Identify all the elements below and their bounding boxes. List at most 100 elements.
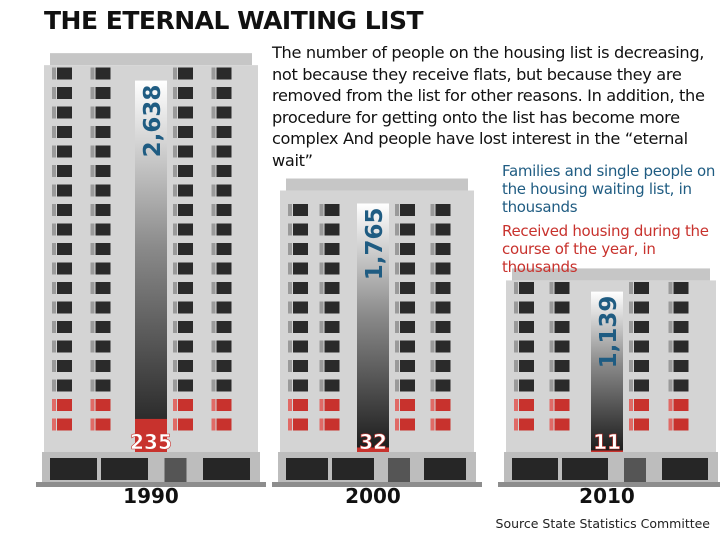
window <box>95 379 111 392</box>
window <box>95 418 111 431</box>
window-frame <box>173 321 177 333</box>
window-frame <box>549 418 554 431</box>
window <box>324 399 340 411</box>
window-frame <box>319 301 324 314</box>
window-frame <box>211 87 216 99</box>
window <box>400 223 415 236</box>
window <box>324 340 340 353</box>
window-frame <box>288 418 292 431</box>
window-frame <box>52 379 56 392</box>
window <box>95 126 111 138</box>
window-frame <box>211 243 216 255</box>
foundation <box>36 482 266 487</box>
window-frame <box>288 262 292 275</box>
window-frame <box>395 301 399 314</box>
window <box>554 379 570 392</box>
window-frame <box>173 145 177 158</box>
label-received-1990: 235 <box>130 430 172 454</box>
window-frame <box>319 282 324 294</box>
window-frame <box>52 301 56 314</box>
window-frame <box>288 204 292 216</box>
shop-window <box>50 458 97 480</box>
window-frame <box>288 301 292 314</box>
window <box>519 379 534 392</box>
window-frame <box>90 379 95 392</box>
window-frame <box>52 399 56 411</box>
window-frame <box>211 360 216 372</box>
window <box>400 243 415 255</box>
window-frame <box>211 418 216 431</box>
source-note: Source State Statistics Committee <box>495 516 710 531</box>
window <box>519 340 534 353</box>
window-frame <box>395 262 399 275</box>
window-frame <box>52 262 56 275</box>
window <box>178 204 193 216</box>
window <box>519 301 534 314</box>
window-frame <box>90 340 95 353</box>
window-frame <box>52 204 56 216</box>
window <box>57 67 72 80</box>
window <box>634 418 649 431</box>
window <box>178 340 193 353</box>
entrance-door <box>164 458 187 482</box>
window <box>178 399 193 411</box>
window <box>178 145 193 158</box>
window <box>57 399 72 411</box>
window-frame <box>90 243 95 255</box>
window <box>216 418 232 431</box>
window-frame <box>52 418 56 431</box>
window-frame <box>629 340 633 353</box>
window <box>57 165 72 177</box>
window <box>216 223 232 236</box>
window <box>57 145 72 158</box>
window <box>435 301 451 314</box>
window <box>519 282 534 294</box>
window <box>178 379 193 392</box>
window-frame <box>173 223 177 236</box>
window-frame <box>288 321 292 333</box>
window-frame <box>430 282 435 294</box>
window-frame <box>52 87 56 99</box>
legend-received-housing: Received housing during the course of th… <box>502 222 709 276</box>
window-frame <box>90 418 95 431</box>
window <box>673 360 689 372</box>
window <box>95 165 111 177</box>
window-frame <box>395 399 399 411</box>
label-waiting-1990: 2,638 <box>140 85 166 158</box>
window <box>400 340 415 353</box>
window-frame <box>52 145 56 158</box>
window <box>95 106 111 119</box>
window <box>178 321 193 333</box>
window-frame <box>668 301 673 314</box>
window <box>178 282 193 294</box>
window-frame <box>173 340 177 353</box>
roof <box>512 268 710 281</box>
window <box>95 282 111 294</box>
window-frame <box>173 418 177 431</box>
window <box>435 262 451 275</box>
window-frame <box>319 262 324 275</box>
window <box>435 321 451 333</box>
window <box>57 360 72 372</box>
window-frame <box>549 360 554 372</box>
window <box>216 145 232 158</box>
window-frame <box>211 184 216 197</box>
building-1990: 2,638 235 1990 <box>36 53 266 508</box>
window-frame <box>549 379 554 392</box>
window-frame <box>430 243 435 255</box>
window-frame <box>211 165 216 177</box>
window-frame <box>319 379 324 392</box>
window-frame <box>52 340 56 353</box>
window <box>95 145 111 158</box>
foundation <box>498 482 720 487</box>
window <box>57 106 72 119</box>
window-frame <box>173 301 177 314</box>
window-frame <box>211 282 216 294</box>
window <box>554 282 570 294</box>
window-frame <box>514 282 518 294</box>
window <box>216 262 232 275</box>
window-frame <box>173 360 177 372</box>
window <box>95 87 111 99</box>
window-frame <box>52 223 56 236</box>
window-frame <box>211 321 216 333</box>
